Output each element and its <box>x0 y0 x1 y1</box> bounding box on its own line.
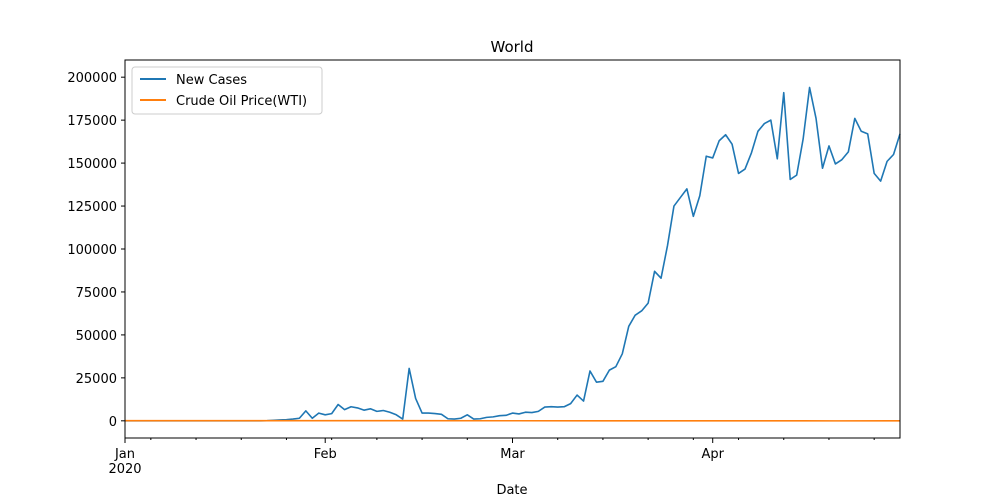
y-tick-label: 75000 <box>76 286 117 301</box>
chart-title: World <box>491 38 534 56</box>
x-axis-label: Date <box>496 483 527 498</box>
y-tick-label: 125000 <box>67 200 117 215</box>
legend-label-crude-oil: Crude Oil Price(WTI) <box>176 94 307 109</box>
x-tick-label: Feb <box>314 447 337 462</box>
y-tick-label: 100000 <box>67 243 117 258</box>
plot-lines <box>124 86 901 422</box>
x-tick-label: Apr <box>701 447 724 462</box>
x-tick-label: Jan <box>114 447 135 462</box>
y-tick-label: 25000 <box>76 372 117 387</box>
y-tick-label: 0 <box>109 415 117 430</box>
x-tick-label: Mar <box>500 447 525 462</box>
y-axis: 0 25000 50000 75000 100000 125000 150000 175000… <box>67 71 125 430</box>
x-tick-sublabel: 2020 <box>108 462 141 477</box>
y-tick-label: 150000 <box>67 157 117 172</box>
plot-frame <box>124 59 901 439</box>
y-tick-label: 50000 <box>76 329 117 344</box>
series-new-cases-line <box>125 86 901 422</box>
legend: New Cases Crude Oil Price(WTI) <box>131 66 323 115</box>
legend-label-new-cases: New Cases <box>176 73 247 88</box>
y-tick-label: 200000 <box>67 71 117 86</box>
legend-box <box>131 66 323 115</box>
y-tick-label: 175000 <box>67 114 117 129</box>
